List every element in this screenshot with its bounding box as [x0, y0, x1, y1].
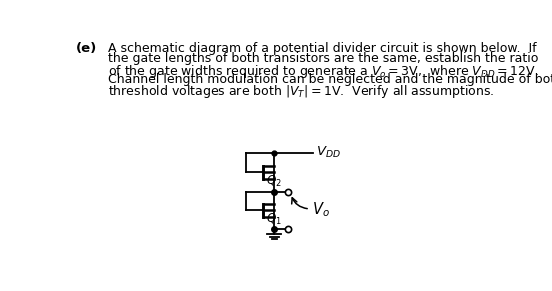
Text: the gate lengths of both transistors are the same, establish the ratio: the gate lengths of both transistors are… [108, 52, 538, 65]
Text: threshold voltages are both $|V_T| = 1$V.  Verify all assumptions.: threshold voltages are both $|V_T| = 1$V… [108, 84, 495, 100]
Text: $V_{DD}$: $V_{DD}$ [316, 145, 341, 160]
Text: Channel length modulation can be neglected and the magnitude of both: Channel length modulation can be neglect… [108, 73, 552, 86]
Text: $Q_1$: $Q_1$ [266, 212, 282, 227]
Text: $V_o$: $V_o$ [311, 200, 330, 219]
Text: (e): (e) [76, 42, 97, 55]
Text: of the gate widths required to generate a $V_o = 3$V,  where $V_{DD} = 12$V.: of the gate widths required to generate … [108, 63, 539, 80]
Text: A schematic diagram of a potential divider circuit is shown below.  If: A schematic diagram of a potential divid… [108, 42, 537, 55]
Text: $Q_2$: $Q_2$ [266, 174, 282, 189]
